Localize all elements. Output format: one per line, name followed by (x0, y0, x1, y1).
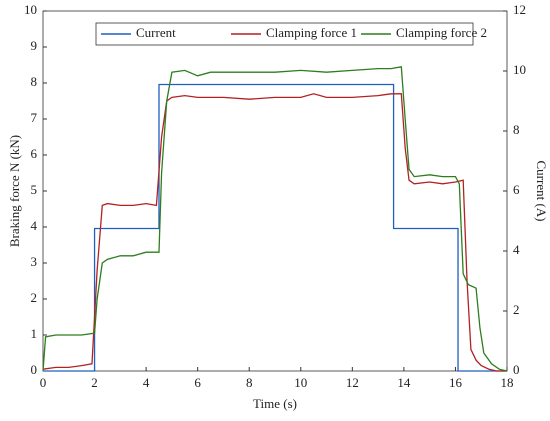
x-tick-label: 18 (501, 375, 514, 390)
y2-tick-label: 0 (513, 362, 520, 377)
y2-tick-label: 4 (513, 242, 520, 257)
y-tick-label: 1 (31, 326, 38, 341)
x-axis-label: Time (s) (253, 396, 297, 411)
y-tick-label: 7 (31, 110, 38, 125)
x-tick-label: 16 (449, 375, 463, 390)
series-line (43, 83, 507, 372)
y-tick-label: 2 (31, 290, 38, 305)
series-line (42, 93, 507, 372)
y-tick-label: 3 (31, 254, 38, 269)
legend-label: Current (136, 25, 176, 40)
legend-label: Clamping force 2 (396, 25, 487, 40)
x-tick-label: 0 (40, 375, 47, 390)
series-line (42, 66, 508, 372)
x-tick-label: 2 (91, 375, 98, 390)
x-tick-label: 14 (397, 375, 411, 390)
y-tick-label: 8 (31, 74, 38, 89)
x-tick-label: 4 (143, 375, 150, 390)
y2-axis-label: Current (A) (534, 160, 549, 221)
y-tick-label: 4 (31, 218, 38, 233)
y-tick-label: 0 (31, 362, 38, 377)
y2-tick-label: 12 (513, 2, 526, 17)
y-tick-label: 10 (24, 2, 37, 17)
x-tick-label: 8 (246, 375, 253, 390)
y-tick-label: 6 (31, 146, 38, 161)
legend-box (95, 22, 474, 46)
x-tick-label: 12 (346, 375, 359, 390)
y2-tick-label: 10 (513, 62, 526, 77)
y-tick-label: 9 (31, 38, 38, 53)
y-tick-label: 5 (31, 182, 38, 197)
y2-tick-label: 8 (513, 122, 520, 137)
plot-frame (42, 10, 508, 372)
legend-label: Clamping force 1 (266, 25, 357, 40)
y2-tick-label: 6 (513, 182, 520, 197)
x-tick-label: 10 (294, 375, 307, 390)
y-axis-label: Braking force N (kN) (7, 135, 22, 247)
x-tick-label: 6 (194, 375, 201, 390)
y2-tick-label: 2 (513, 302, 520, 317)
